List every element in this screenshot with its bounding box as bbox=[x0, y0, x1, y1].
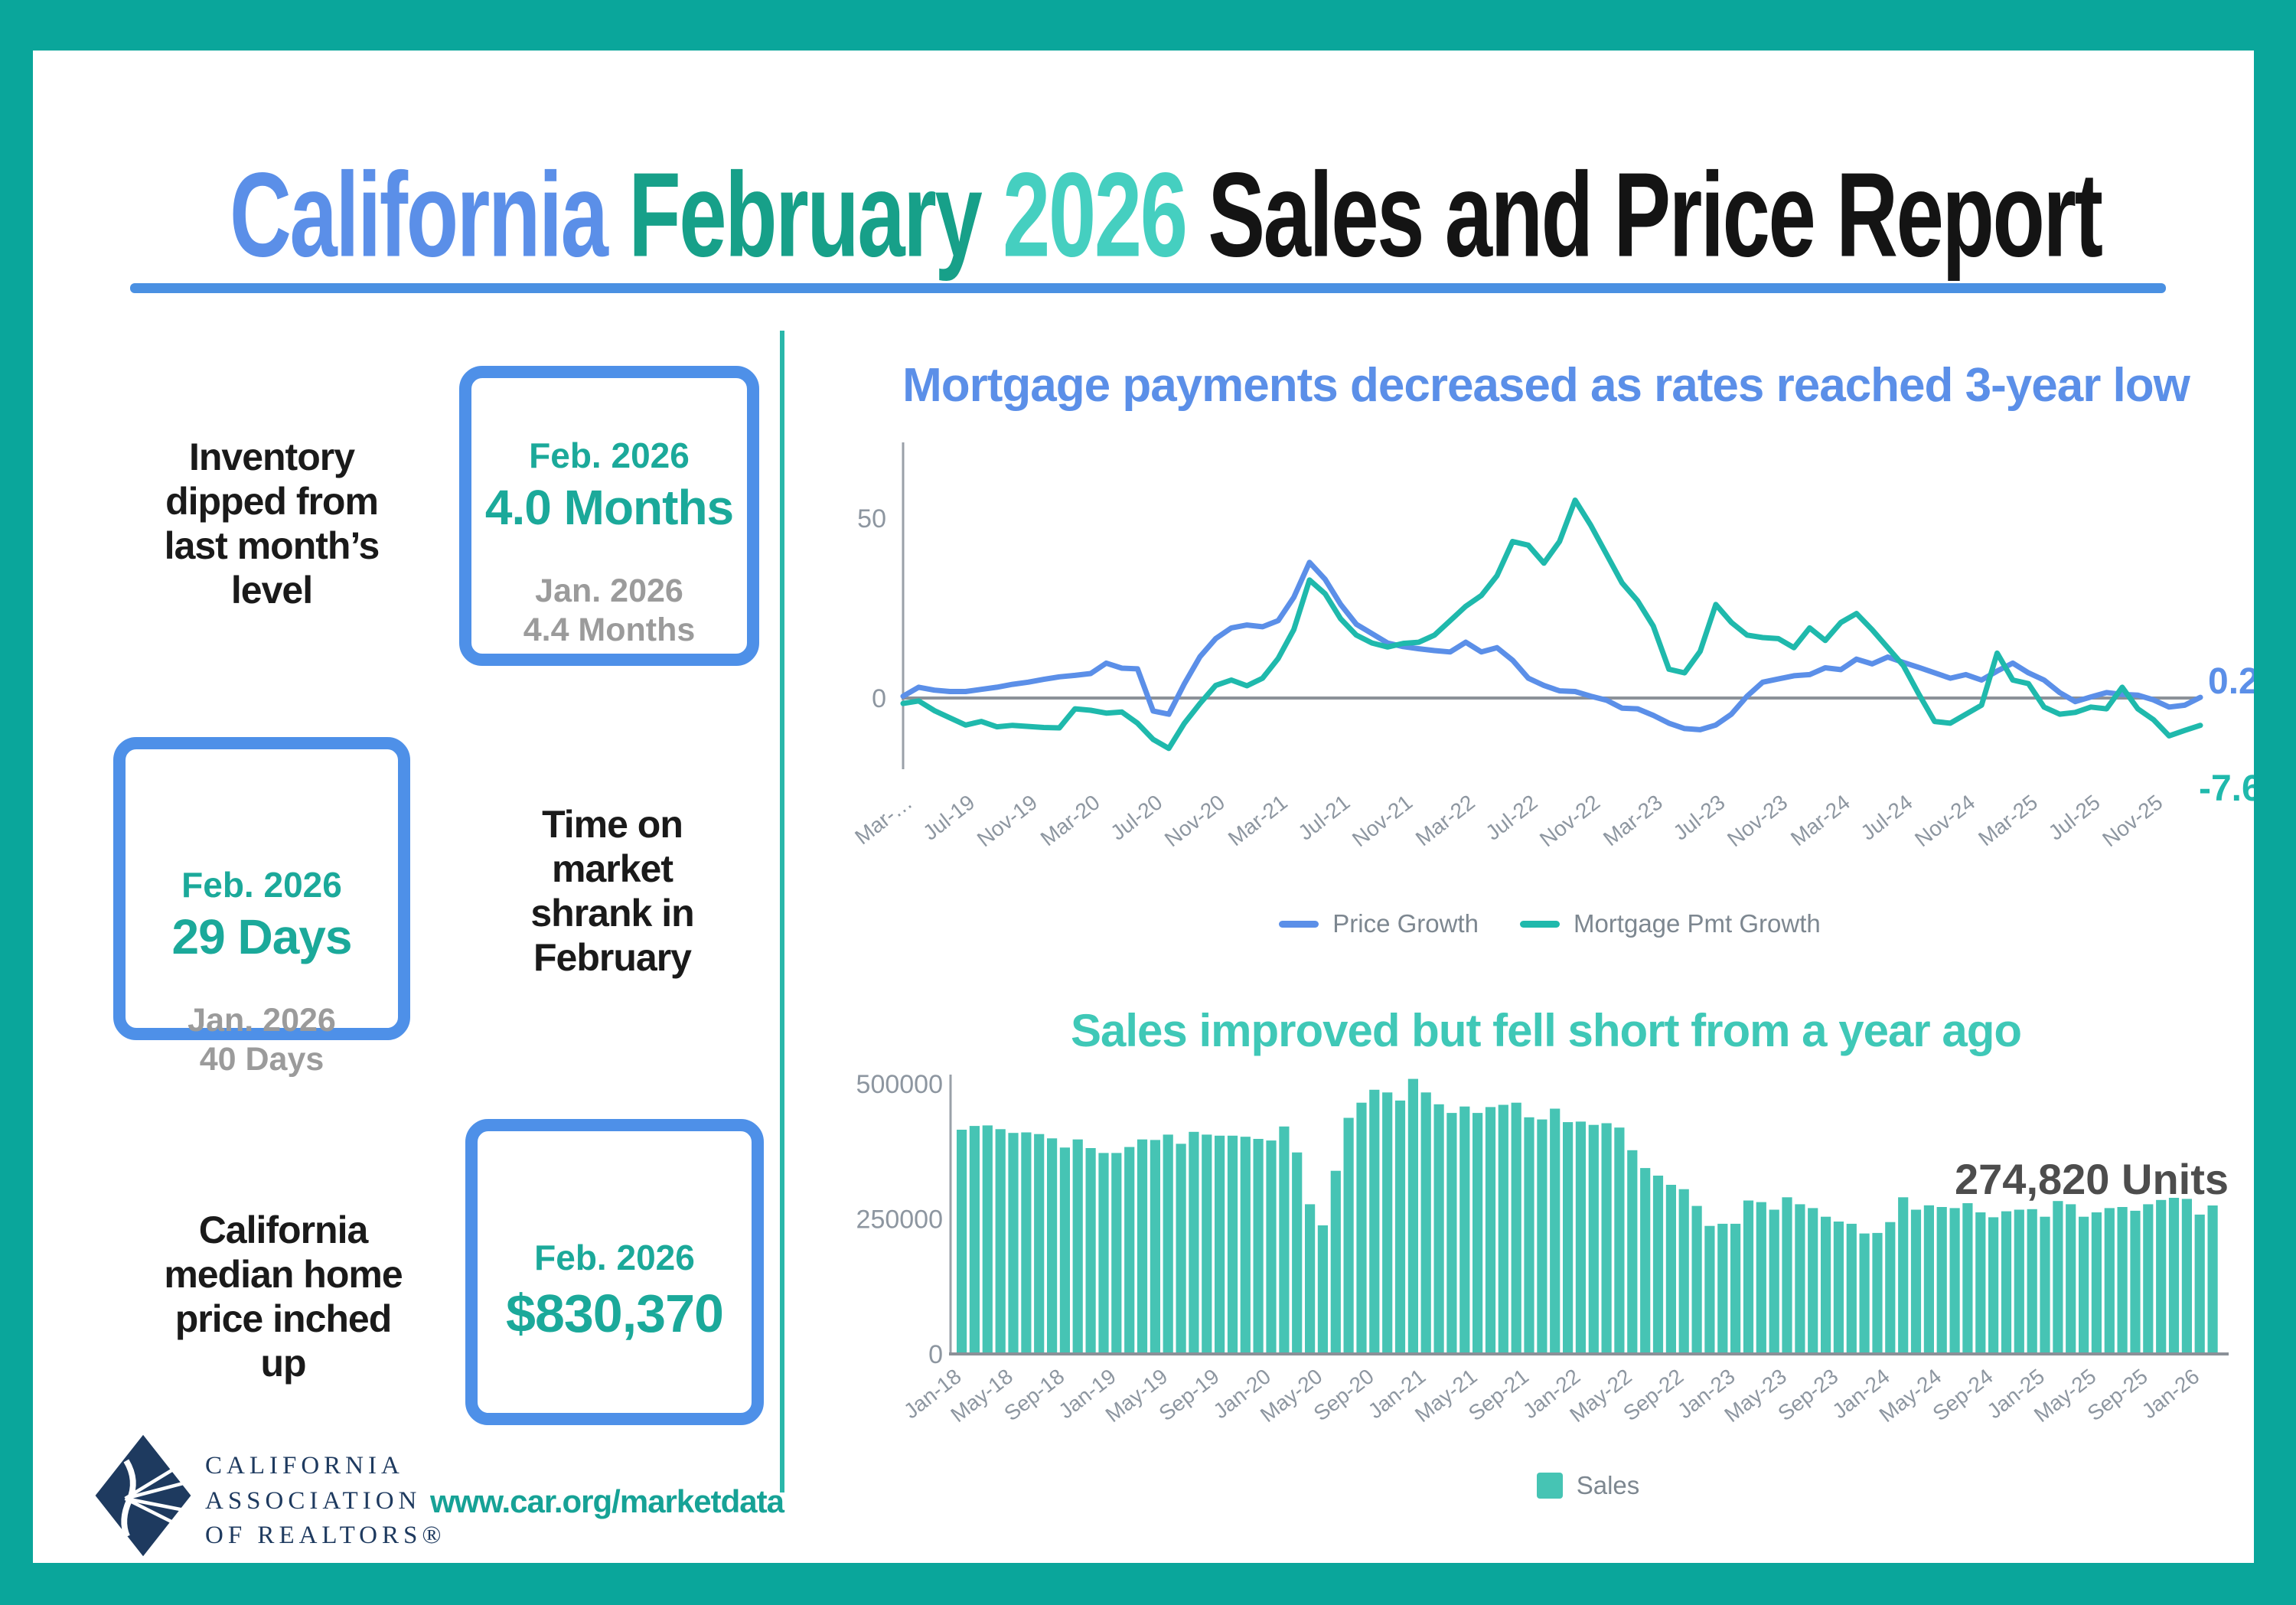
page-title-year: 2026 bbox=[1003, 147, 1188, 282]
page-title-california: California bbox=[230, 147, 608, 282]
car-logo-line-2: ASSOCIATION bbox=[205, 1486, 422, 1515]
svg-text:Nov-22: Nov-22 bbox=[1535, 790, 1604, 851]
svg-text:Sep-23: Sep-23 bbox=[1773, 1364, 1842, 1425]
svg-text:50: 50 bbox=[857, 504, 886, 533]
sales-chart-svg: 0250000500000Jan-18May-18Sep-18Jan-19May… bbox=[856, 1070, 2229, 1427]
svg-text:Jul-21: Jul-21 bbox=[1293, 790, 1354, 844]
svg-text:-7.6%: -7.6% bbox=[2199, 768, 2294, 809]
mortgage-chart-legend: Price Growth Mortgage Pmt Growth bbox=[903, 909, 2197, 938]
tom-current-value: 29 Days bbox=[171, 909, 353, 964]
svg-text:Sep-21: Sep-21 bbox=[1464, 1364, 1533, 1425]
svg-text:Nov-21: Nov-21 bbox=[1348, 790, 1417, 851]
mortgage-pmt-label: Mortgage Pmt Growth bbox=[1573, 909, 1821, 938]
time-on-market-stat-box: Feb. 2026 29 Days Jan. 2026 40 Days bbox=[113, 737, 410, 1078]
price-current-value: $830,370 bbox=[506, 1284, 724, 1343]
median-price-stat-box: Feb. 2026 $830,370 bbox=[465, 1119, 764, 1425]
inventory-previous-value: 4.4 Months bbox=[523, 612, 696, 648]
inventory-previous-label: Jan. 2026 bbox=[535, 573, 683, 609]
svg-text:Mar-22: Mar-22 bbox=[1411, 790, 1479, 850]
svg-text:Mar-…: Mar-… bbox=[850, 790, 916, 849]
sales-chart-legend: Sales bbox=[957, 1471, 2219, 1500]
svg-text:Mar-21: Mar-21 bbox=[1224, 790, 1292, 850]
svg-text:Sep-20: Sep-20 bbox=[1309, 1364, 1378, 1425]
svg-text:Nov-23: Nov-23 bbox=[1723, 790, 1792, 851]
svg-text:Nov-25: Nov-25 bbox=[2098, 790, 2167, 851]
svg-text:274,820 Units: 274,820 Units bbox=[1955, 1155, 2229, 1203]
time-on-market-headline: Time on market shrank in February bbox=[530, 803, 694, 979]
legend-item-sales: Sales bbox=[1536, 1471, 1640, 1500]
page-title: California February 2026 Sales and Price… bbox=[230, 145, 2103, 284]
sales-chart-title: Sales improved but fell short from a yea… bbox=[1070, 1005, 2022, 1056]
svg-text:0: 0 bbox=[872, 684, 886, 713]
car-logo-line-3: OF REALTORS® bbox=[205, 1522, 446, 1550]
svg-text:Sep-19: Sep-19 bbox=[1154, 1364, 1223, 1425]
inventory-current-label: Feb. 2026 bbox=[529, 436, 690, 475]
car-logo bbox=[93, 1433, 193, 1558]
legend-item-mortgage-pmt-growth: Mortgage Pmt Growth bbox=[1519, 909, 1821, 938]
svg-text:500000: 500000 bbox=[856, 1070, 943, 1099]
svg-text:Sep-18: Sep-18 bbox=[1000, 1364, 1068, 1425]
svg-text:Mar-24: Mar-24 bbox=[1786, 790, 1854, 850]
mortgage-chart-title: Mortgage payments decreased as rates rea… bbox=[902, 359, 2190, 412]
svg-text:Jul-19: Jul-19 bbox=[918, 790, 979, 844]
svg-text:Jul-23: Jul-23 bbox=[1668, 790, 1729, 844]
price-growth-dash-icon bbox=[1279, 920, 1319, 928]
inventory-headline: Inventory dipped from last month’s level bbox=[164, 436, 380, 612]
svg-text:Jul-24: Jul-24 bbox=[1856, 790, 1916, 844]
page-title-rest: Sales and Price Report bbox=[1208, 147, 2103, 282]
mortgage-pmt-dash-icon bbox=[1519, 920, 1560, 928]
svg-text:Nov-20: Nov-20 bbox=[1160, 790, 1229, 851]
svg-text:0: 0 bbox=[928, 1340, 943, 1369]
price-growth-label: Price Growth bbox=[1332, 909, 1479, 938]
svg-text:250000: 250000 bbox=[856, 1205, 943, 1235]
svg-text:Sep-24: Sep-24 bbox=[1928, 1364, 1997, 1425]
svg-text:Nov-19: Nov-19 bbox=[973, 790, 1042, 851]
svg-text:Jan-26: Jan-26 bbox=[2138, 1364, 2204, 1423]
svg-text:Mar-23: Mar-23 bbox=[1599, 790, 1667, 850]
svg-text:Nov-24: Nov-24 bbox=[1910, 790, 1979, 851]
inventory-current-value: 4.0 Months bbox=[484, 480, 734, 535]
inventory-stat-box: Feb. 2026 4.0 Months Jan. 2026 4.4 Month… bbox=[459, 366, 759, 666]
svg-text:Sep-25: Sep-25 bbox=[2083, 1364, 2152, 1425]
svg-text:Jul-25: Jul-25 bbox=[2044, 790, 2105, 844]
car-logo-diamond-icon bbox=[95, 1434, 191, 1557]
svg-text:Mar-20: Mar-20 bbox=[1036, 790, 1104, 850]
column-divider bbox=[780, 331, 784, 1492]
page-title-month: February bbox=[628, 147, 982, 282]
price-current-label: Feb. 2026 bbox=[534, 1238, 695, 1277]
legend-item-price-growth: Price Growth bbox=[1279, 909, 1479, 938]
median-price-headline: California median home price inched up bbox=[164, 1209, 403, 1385]
title-underline bbox=[130, 283, 2166, 293]
tom-current-label: Feb. 2026 bbox=[181, 865, 342, 905]
car-logo-text: CALIFORNIA ASSOCIATION OF REALTORS® bbox=[205, 1449, 445, 1554]
svg-text:Mar-25: Mar-25 bbox=[1974, 790, 2042, 850]
sales-square-icon bbox=[1536, 1473, 1563, 1499]
tom-previous-label: Jan. 2026 bbox=[188, 1002, 336, 1039]
svg-text:0.2%: 0.2% bbox=[2208, 661, 2291, 702]
marketdata-url: www.car.org/marketdata bbox=[430, 1483, 784, 1519]
svg-text:Jul-20: Jul-20 bbox=[1106, 790, 1166, 844]
svg-text:Sep-22: Sep-22 bbox=[1619, 1364, 1688, 1425]
tom-previous-value: 40 Days bbox=[199, 1041, 325, 1078]
svg-text:Jul-22: Jul-22 bbox=[1481, 790, 1541, 844]
car-logo-line-1: CALIFORNIA bbox=[205, 1452, 404, 1479]
sales-label: Sales bbox=[1576, 1471, 1640, 1499]
